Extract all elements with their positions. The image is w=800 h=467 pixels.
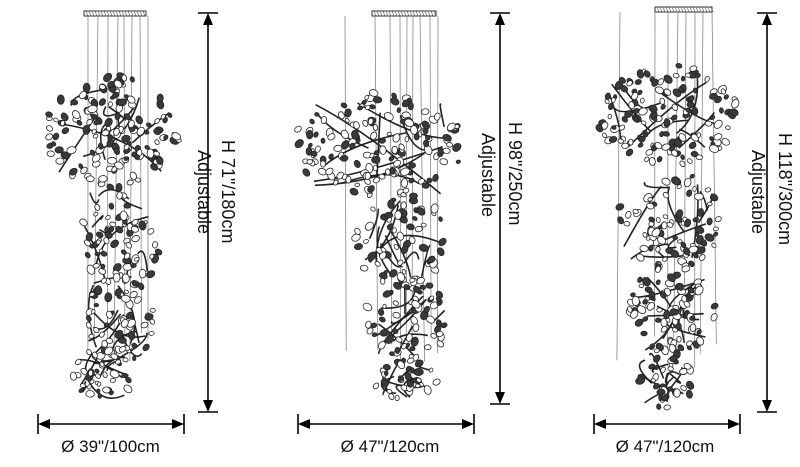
width-dim-arrow-right-3 xyxy=(728,419,740,429)
height-dim-arrow-bottom-2 xyxy=(495,392,505,404)
adjustable-label-1: Adjustable xyxy=(194,150,214,234)
width-dim-arrow-left-2 xyxy=(298,419,310,429)
width-label-3: Ø 47"/120cm xyxy=(580,437,750,457)
width-dim-arrow-right-2 xyxy=(462,419,474,429)
adjustable-label-3: Adjustable xyxy=(748,150,768,234)
height-dim-arrow-top-2 xyxy=(495,13,505,25)
width-label-2: Ø 47"/120cm xyxy=(300,437,480,457)
width-label-1: Ø 39"/100cm xyxy=(28,437,193,457)
height-label-3: H 118"/300cm xyxy=(775,133,795,245)
height-dim-arrow-bottom-1 xyxy=(203,400,213,412)
height-dim-arrow-top-1 xyxy=(203,13,213,25)
adjustable-label-2: Adjustable xyxy=(478,133,498,217)
height-dim-arrow-top-3 xyxy=(762,13,772,25)
height-dim-arrow-bottom-3 xyxy=(762,400,772,412)
width-dim-arrow-left-3 xyxy=(594,419,606,429)
height-label-2: H 98"/250cm xyxy=(505,122,525,225)
height-label-1: H 71"/180cm xyxy=(218,140,238,243)
width-dim-arrow-right-1 xyxy=(172,419,184,429)
width-dim-arrow-left-1 xyxy=(38,419,50,429)
